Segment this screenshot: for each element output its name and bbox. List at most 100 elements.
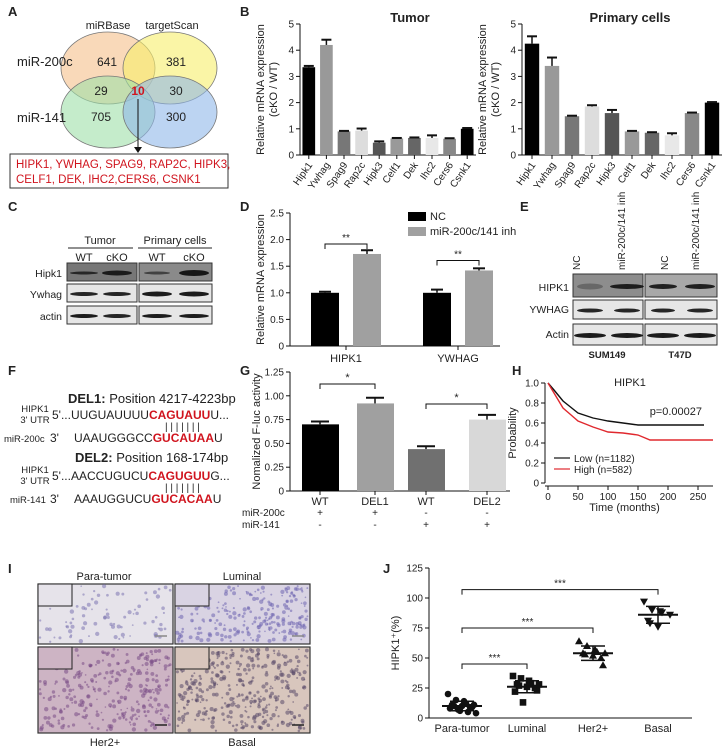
cell-nucleus [135, 717, 138, 721]
del1-title: DEL1: [68, 391, 106, 406]
cell-nucleus [200, 718, 202, 721]
cell-nucleus [115, 671, 120, 676]
venn-set-mirbase: miRBase [86, 20, 131, 32]
cell-nucleus [126, 707, 129, 710]
venn-diagram: miRBase targetScan miR-200c miR-141 641 … [9, 20, 230, 189]
cell-nucleus [303, 605, 306, 607]
data-point [464, 708, 472, 716]
cell-nucleus [266, 619, 269, 622]
cell-nucleus [47, 697, 52, 702]
histology-image [37, 646, 174, 734]
cell-nucleus [152, 691, 155, 694]
chart-b-primary: Primary cells 0 1 2 3 4 5 Relative mRNA express… [477, 10, 722, 192]
x-tick-label: 200 [660, 492, 677, 503]
cell-nucleus [274, 679, 277, 682]
cell-nucleus [244, 709, 247, 712]
cell-nucleus [297, 725, 301, 729]
cell-nucleus [256, 625, 260, 628]
cell-nucleus [105, 671, 109, 675]
cell-nucleus [108, 680, 113, 685]
cell-nucleus [92, 687, 96, 691]
cell-nucleus [111, 675, 114, 679]
cell-nucleus [236, 695, 239, 698]
cell-nucleus [281, 619, 286, 624]
cell-nucleus [271, 687, 274, 690]
cell-nucleus [190, 691, 193, 694]
y-tick-label: 2 [510, 98, 516, 109]
cell-nucleus [88, 722, 91, 725]
cell-nucleus [124, 718, 128, 721]
cell-nucleus [127, 677, 132, 682]
cell-nucleus [87, 685, 90, 688]
data-point [654, 623, 662, 631]
cell-nucleus [227, 684, 231, 687]
seq-mir-1: UAAUGGGCCGUCAUAAU [74, 431, 223, 445]
sequence-alignment-f: DEL1: Position 4217-4223bp HIPK1 3' UTR … [4, 391, 236, 506]
cell-nucleus [255, 638, 260, 642]
cell-nucleus [96, 659, 101, 665]
cell-nucleus [262, 708, 265, 711]
cell-nucleus [249, 691, 252, 694]
cell-nucleus [267, 617, 271, 621]
cell-nucleus [201, 690, 205, 694]
cell-nucleus [103, 691, 107, 696]
cell-nucleus [162, 611, 165, 615]
bar [408, 137, 421, 155]
bar [355, 130, 368, 155]
cell-nucleus [255, 596, 259, 601]
cell-nucleus [265, 647, 269, 652]
cell-nucleus [306, 664, 309, 667]
cell-nucleus [240, 693, 244, 697]
cell-nucleus [287, 695, 290, 698]
seq-part: U... [210, 408, 229, 422]
cell-nucleus [103, 651, 107, 655]
significance-bracket [425, 403, 488, 409]
histology-label: Luminal [223, 571, 262, 583]
y-tick-label: 0.2 [525, 459, 539, 470]
y-axis-label: Relative mRNA expression [255, 214, 267, 345]
cell-nucleus [235, 683, 238, 686]
blot-strip [644, 273, 718, 298]
cell-nucleus [243, 612, 246, 615]
blot-strip [66, 262, 138, 282]
cell-nucleus [82, 593, 85, 596]
blot-strip [138, 262, 213, 282]
cell-nucleus [116, 691, 120, 695]
cell-nucleus [198, 682, 202, 686]
cell-nucleus [222, 604, 225, 607]
cell-nucleus [264, 682, 269, 686]
cell-nucleus [237, 613, 241, 617]
cell-nucleus [138, 671, 143, 676]
data-point [535, 681, 543, 688]
gene-list-box [9, 153, 229, 189]
cell-nucleus [159, 713, 162, 716]
y-axis-label: (cKO / WT) [268, 62, 280, 117]
cell-nucleus [222, 627, 227, 632]
cell-nucleus [86, 694, 91, 699]
data-point [515, 682, 523, 689]
cell-nucleus [229, 589, 233, 592]
cell-nucleus [70, 624, 75, 629]
cell-nucleus [181, 718, 186, 723]
cell-nucleus [234, 704, 237, 707]
cell-nucleus [190, 680, 195, 686]
bar [408, 449, 445, 491]
cell-nucleus [224, 602, 227, 606]
utr-label: HIPK1 [21, 404, 48, 415]
cell-nucleus [238, 672, 242, 677]
cell-nucleus [268, 629, 271, 632]
cell-nucleus [229, 640, 232, 643]
cell-nucleus [109, 670, 114, 675]
cell-nucleus [285, 722, 291, 728]
y-axis-label: Probability [507, 407, 519, 459]
cell-nucleus [210, 724, 215, 729]
bar [564, 116, 580, 155]
cell-nucleus [103, 676, 107, 680]
cell-nucleus [230, 648, 234, 652]
data-point [511, 688, 519, 695]
cell-nucleus [211, 613, 216, 618]
cell-nucleus [282, 637, 287, 642]
cell-nucleus [281, 622, 285, 626]
cell-nucleus [297, 713, 302, 718]
lane-label: NC [660, 256, 671, 270]
